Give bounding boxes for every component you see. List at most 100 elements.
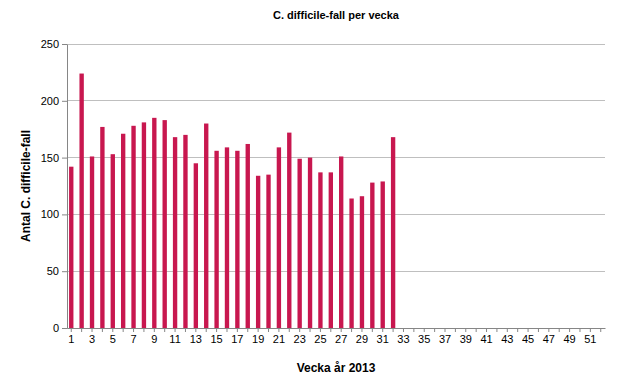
bar — [194, 163, 198, 328]
x-tick — [600, 328, 601, 332]
x-tick-mark — [372, 328, 373, 332]
y-tick-mark — [62, 158, 67, 159]
y-tick-mark — [62, 44, 67, 45]
x-tick-mark — [361, 328, 362, 332]
bar — [266, 175, 270, 328]
y-tick-label: 50 — [47, 265, 59, 277]
x-tick-mark — [528, 328, 529, 332]
grid-line — [67, 157, 605, 158]
x-tick: 15 — [210, 328, 222, 345]
x-tick-mark — [92, 328, 93, 332]
bar — [339, 156, 343, 328]
bar — [90, 156, 94, 328]
bar — [142, 122, 146, 328]
x-tick-label: 41 — [480, 333, 492, 345]
x-tick-label: 25 — [314, 333, 326, 345]
bar — [100, 127, 104, 328]
x-tick: 21 — [273, 328, 285, 345]
grid-line — [67, 100, 605, 101]
x-tick-label: 31 — [377, 333, 389, 345]
x-tick-mark — [413, 328, 414, 332]
bar — [370, 183, 374, 328]
bar — [246, 144, 250, 328]
x-tick — [372, 328, 373, 332]
x-tick-mark — [517, 328, 518, 332]
x-tick — [559, 328, 560, 332]
x-tick-mark — [496, 328, 497, 332]
x-tick — [102, 328, 103, 332]
x-tick: 5 — [110, 328, 116, 345]
x-tick: 37 — [439, 328, 451, 345]
bar — [69, 167, 73, 328]
x-tick-mark — [341, 328, 342, 332]
y-tick-label: 100 — [41, 208, 59, 220]
x-tick-label: 37 — [439, 333, 451, 345]
bar — [225, 147, 229, 328]
grid-line — [67, 44, 605, 45]
x-tick — [393, 328, 394, 332]
grid-line — [67, 214, 605, 215]
y-tick: 50 — [47, 265, 67, 277]
x-tick-label: 13 — [190, 333, 202, 345]
x-tick-label: 1 — [68, 333, 74, 345]
bar — [79, 74, 83, 328]
x-tick: 19 — [252, 328, 264, 345]
x-tick-mark — [590, 328, 591, 332]
x-tick: 1 — [68, 328, 74, 345]
x-tick-mark — [206, 328, 207, 332]
x-tick-mark — [455, 328, 456, 332]
x-tick-mark — [486, 328, 487, 332]
x-tick-mark — [569, 328, 570, 332]
x-tick — [330, 328, 331, 332]
bar — [349, 198, 353, 328]
x-tick — [579, 328, 580, 332]
x-tick: 45 — [522, 328, 534, 345]
x-tick-label: 47 — [543, 333, 555, 345]
y-tick-label: 150 — [41, 152, 59, 164]
x-tick-mark — [154, 328, 155, 332]
y-tick-mark — [62, 271, 67, 272]
x-tick: 43 — [501, 328, 513, 345]
x-tick-label: 21 — [273, 333, 285, 345]
x-tick-mark — [226, 328, 227, 332]
x-tick-mark — [445, 328, 446, 332]
x-tick-mark — [579, 328, 580, 332]
grid-line — [67, 328, 605, 329]
x-tick — [143, 328, 144, 332]
x-tick-mark — [71, 328, 72, 332]
bar — [391, 137, 395, 328]
x-tick: 7 — [130, 328, 136, 345]
bar — [152, 118, 156, 328]
x-tick-label: 45 — [522, 333, 534, 345]
x-tick — [351, 328, 352, 332]
x-tick: 27 — [335, 328, 347, 345]
x-tick — [476, 328, 477, 332]
chart: 0501001502002501357911131517192123252729… — [0, 0, 619, 389]
x-tick-label: 5 — [110, 333, 116, 345]
x-tick-label: 27 — [335, 333, 347, 345]
x-tick: 33 — [397, 328, 409, 345]
bar — [131, 126, 135, 328]
x-axis: 1357911131517192123252729313335373941434… — [68, 328, 606, 345]
x-tick-mark — [559, 328, 560, 332]
x-tick-mark — [600, 328, 601, 332]
x-tick — [81, 328, 82, 332]
x-tick: 13 — [190, 328, 202, 345]
bar — [381, 181, 385, 328]
x-tick-label: 49 — [563, 333, 575, 345]
x-tick-mark — [351, 328, 352, 332]
x-tick-mark — [164, 328, 165, 332]
x-tick-label: 17 — [231, 333, 243, 345]
x-tick: 9 — [151, 328, 157, 345]
x-tick — [413, 328, 414, 332]
bar — [360, 196, 364, 328]
grid-line — [67, 271, 605, 272]
x-tick-mark — [320, 328, 321, 332]
bar — [173, 137, 177, 328]
x-tick-label: 39 — [460, 333, 472, 345]
x-tick: 39 — [460, 328, 472, 345]
x-tick — [247, 328, 248, 332]
y-axis: 050100150200250 — [41, 38, 68, 334]
x-tick — [289, 328, 290, 332]
bar — [111, 154, 115, 328]
